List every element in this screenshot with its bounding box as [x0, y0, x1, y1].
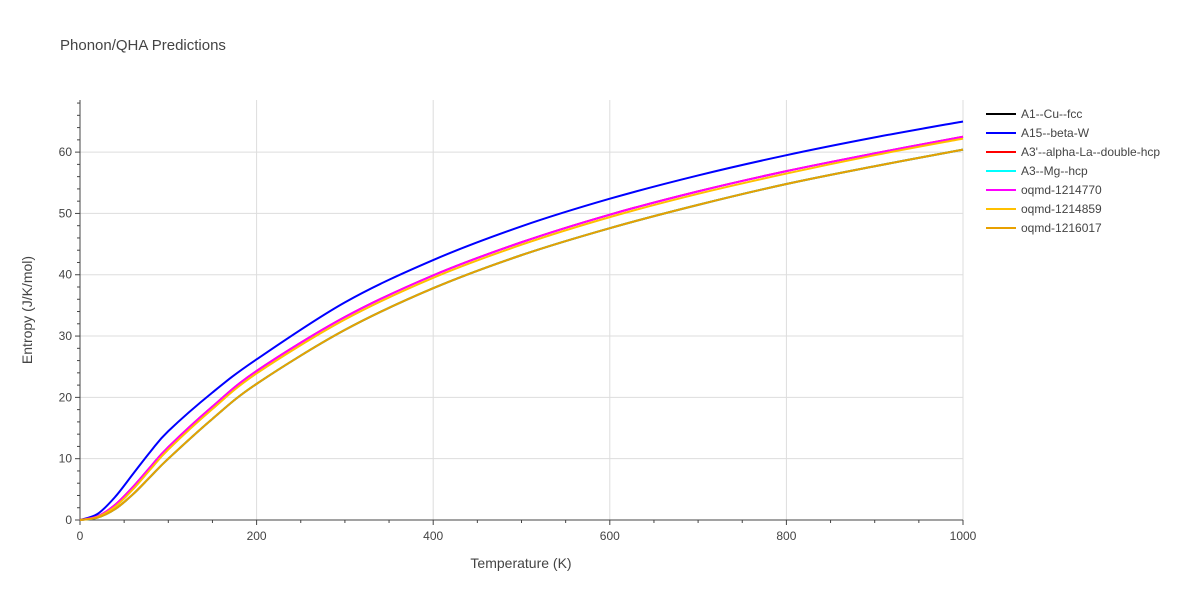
axes: 0 200 400 600 800 1000 0 10 20 30 40 50 60 — [59, 100, 977, 543]
series-line-4 — [79, 148, 964, 521]
y-tick-label: 60 — [59, 145, 73, 159]
series-line-6 — [79, 137, 964, 521]
plot-area — [79, 120, 964, 521]
y-axis-title: Entropy (J/K/mol) — [19, 256, 35, 364]
chart-title: Phonon/QHA Predictions — [60, 37, 226, 54]
y-tick-label: 20 — [59, 390, 73, 404]
series-line-5 — [79, 135, 964, 521]
legend: A1--Cu--fcc A15--beta-W A3'--alpha-La--dou… — [986, 107, 1160, 235]
legend-label: A15--beta-W — [1021, 126, 1090, 140]
legend-label: oqmd-1214770 — [1021, 183, 1102, 197]
legend-label: oqmd-1214859 — [1021, 202, 1102, 216]
legend-label: oqmd-1216017 — [1021, 221, 1102, 235]
legend-label: A1--Cu--fcc — [1021, 107, 1082, 121]
legend-label: A3'--alpha-La--double-hcp — [1021, 145, 1160, 159]
y-tick-label: 10 — [59, 452, 73, 466]
x-tick-label: 0 — [77, 529, 84, 543]
y-tick-label: 30 — [59, 329, 73, 343]
series-line-2 — [79, 120, 964, 521]
x-tick-label: 600 — [600, 529, 620, 543]
series-line-7 — [79, 148, 964, 521]
x-tick-label: 1000 — [950, 529, 977, 543]
y-tick-label: 0 — [65, 513, 72, 527]
x-tick-label: 800 — [776, 529, 796, 543]
x-tick-label: 200 — [247, 529, 267, 543]
x-axis-title: Temperature (K) — [470, 555, 571, 571]
series-line-3 — [79, 135, 964, 521]
y-tick-label: 40 — [59, 268, 73, 282]
y-tick-label: 50 — [59, 206, 73, 220]
x-tick-label: 400 — [423, 529, 443, 543]
legend-label: A3--Mg--hcp — [1021, 164, 1088, 178]
series-line-1 — [79, 148, 964, 521]
